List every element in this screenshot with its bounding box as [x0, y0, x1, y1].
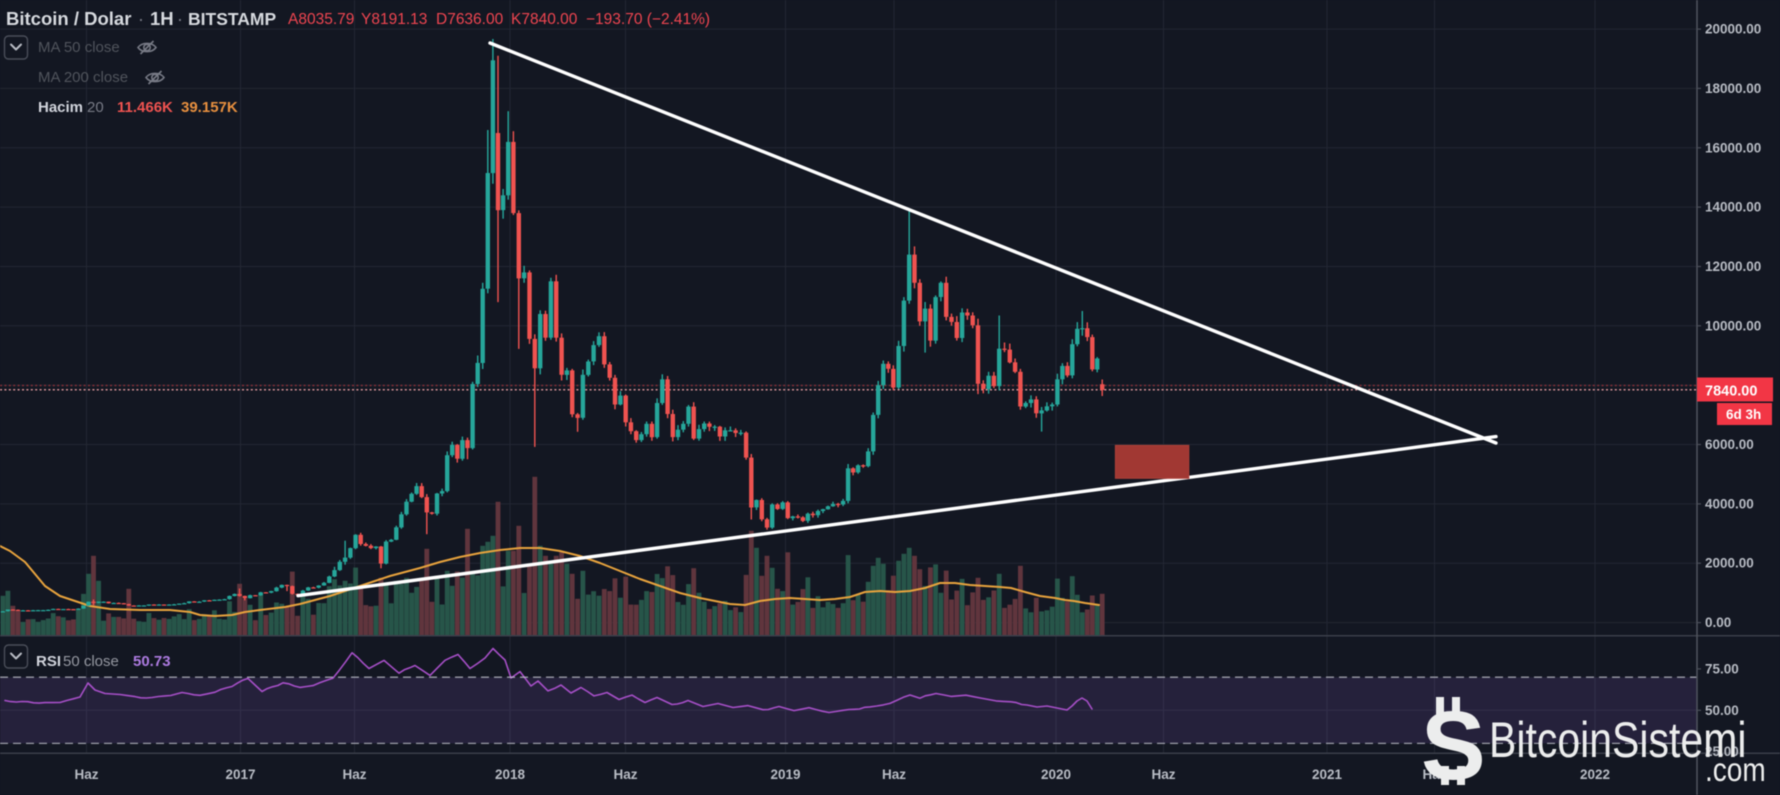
svg-text:11.466K: 11.466K [117, 99, 173, 116]
svg-text:2021: 2021 [1312, 767, 1343, 782]
svg-text:.com: .com [1705, 752, 1766, 789]
svg-text:75.00: 75.00 [1705, 661, 1739, 676]
svg-text:50 close: 50 close [63, 653, 119, 670]
svg-text:2000.00: 2000.00 [1705, 556, 1754, 571]
svg-text:50.73: 50.73 [133, 653, 171, 670]
svg-text:MA 200 close: MA 200 close [38, 69, 128, 86]
svg-text:0.00: 0.00 [1705, 615, 1731, 630]
svg-text:A8035.79: A8035.79 [288, 11, 354, 28]
svg-text:20: 20 [87, 99, 104, 116]
svg-text:50.00: 50.00 [1705, 703, 1739, 718]
svg-text:16000.00: 16000.00 [1705, 140, 1761, 155]
svg-text:Haz: Haz [1422, 767, 1446, 782]
svg-text:BITSTAMP: BITSTAMP [188, 9, 276, 29]
svg-text:2022: 2022 [1580, 767, 1610, 782]
svg-text:4000.00: 4000.00 [1705, 496, 1754, 511]
svg-text:12000.00: 12000.00 [1705, 259, 1761, 274]
svg-text:Haz: Haz [342, 767, 366, 782]
svg-text:39.157K: 39.157K [181, 99, 238, 116]
svg-text:1H: 1H [150, 8, 174, 29]
svg-text:2019: 2019 [770, 767, 800, 782]
svg-text:BitcoinSistemi: BitcoinSistemi [1489, 712, 1746, 768]
svg-text:MA 50 close: MA 50 close [38, 39, 120, 56]
svg-text:25.00: 25.00 [1705, 744, 1739, 759]
svg-text:6d 3h: 6d 3h [1726, 407, 1761, 422]
svg-text:20000.00: 20000.00 [1705, 22, 1761, 37]
svg-text:Haz: Haz [613, 767, 637, 782]
svg-text:Haz: Haz [882, 767, 906, 782]
svg-text:14000.00: 14000.00 [1705, 200, 1761, 215]
svg-text:·: · [138, 8, 144, 29]
svg-text:D7636.00: D7636.00 [436, 11, 504, 28]
svg-text:2020: 2020 [1041, 767, 1071, 782]
svg-text:K7840.00: K7840.00 [511, 11, 578, 28]
svg-text:6000.00: 6000.00 [1705, 437, 1754, 452]
svg-text:RSI: RSI [36, 653, 61, 670]
svg-text:·: · [177, 8, 183, 29]
svg-text:2018: 2018 [495, 767, 526, 782]
svg-text:Y8191.13: Y8191.13 [361, 11, 427, 28]
svg-text:2017: 2017 [225, 767, 255, 782]
svg-text:10000.00: 10000.00 [1705, 318, 1761, 333]
svg-text:Haz: Haz [1151, 767, 1175, 782]
svg-text:−193.70 (−2.41%): −193.70 (−2.41%) [586, 11, 710, 28]
svg-text:18000.00: 18000.00 [1705, 81, 1761, 96]
svg-text:7840.00: 7840.00 [1705, 384, 1757, 400]
svg-text:Haz: Haz [74, 767, 98, 782]
svg-text:Hacim: Hacim [38, 99, 83, 116]
svg-text:Bitcoin / Dolar: Bitcoin / Dolar [6, 8, 131, 29]
